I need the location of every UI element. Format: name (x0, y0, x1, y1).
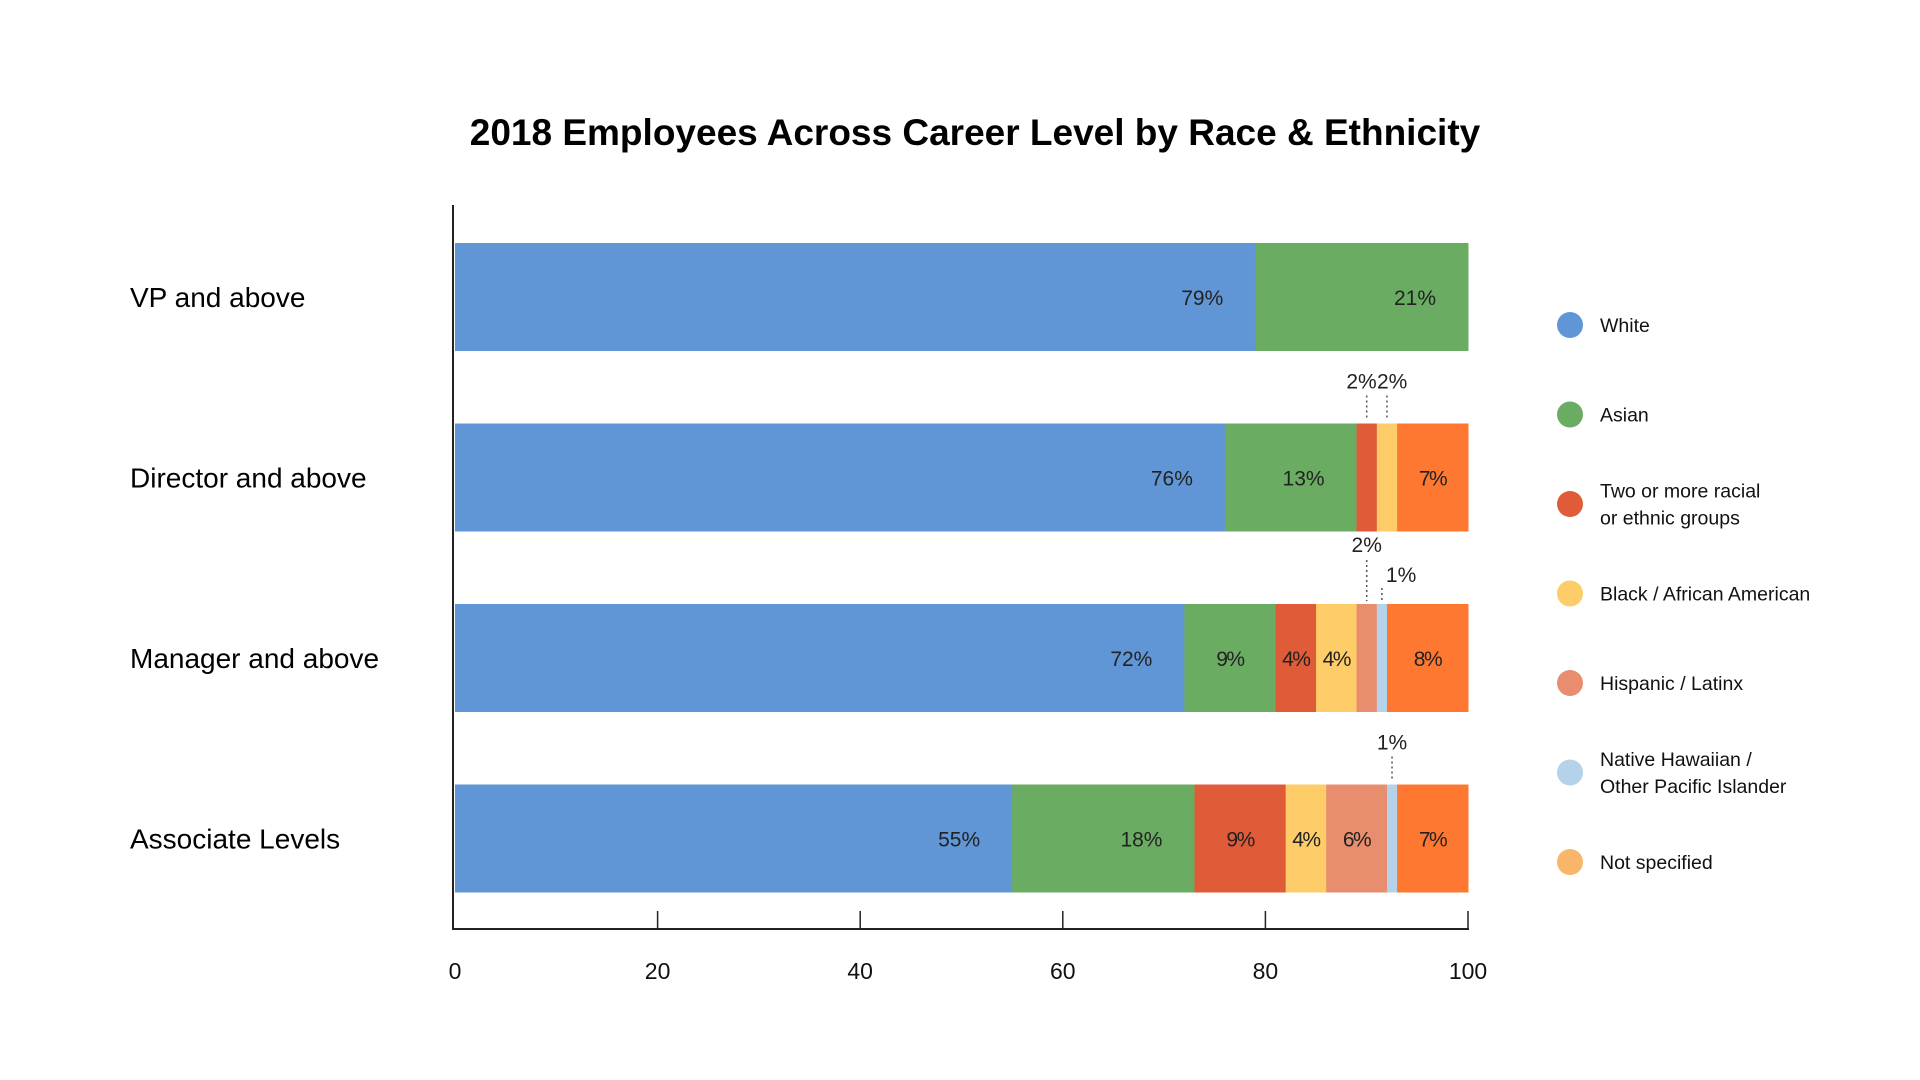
bar-segment (1012, 784, 1195, 893)
x-tick-label: 80 (1253, 958, 1279, 984)
legend-swatch-icon (1557, 759, 1583, 786)
axes: 0 20 40 60 80 100 (449, 205, 1487, 984)
legend-item: Not specified (1557, 849, 1713, 875)
bar-segment (1316, 604, 1358, 712)
category-label: Director and above (130, 463, 367, 494)
callout-label: 2% (1346, 371, 1376, 394)
bar-segment (1224, 423, 1358, 532)
bar-value-label: 4% (1323, 648, 1351, 671)
bar-value-label: 4% (1292, 829, 1320, 852)
bar-segment (1376, 423, 1398, 532)
bar-value-label: 79% (1181, 287, 1223, 310)
bar-segment (1397, 423, 1469, 532)
legend-label: Hispanic / Latinx (1600, 673, 1743, 695)
bar-segment (455, 604, 1185, 712)
category-label: Manager and above (130, 643, 379, 674)
x-tick-label: 60 (1050, 958, 1076, 984)
bar-segment (1386, 784, 1398, 893)
legend-swatch-icon (1557, 849, 1583, 875)
legend-swatch-icon (1557, 491, 1583, 517)
bar-segment (1285, 784, 1327, 893)
legend-item: Native Hawaiian / Other Pacific Islander (1557, 749, 1787, 798)
category-label: VP and above (130, 282, 305, 313)
bar-segment (1326, 784, 1388, 893)
bar-value-label: 21% (1394, 287, 1436, 310)
bar-segment (455, 423, 1226, 532)
bar-segment (1397, 784, 1469, 893)
legend-label: Black / African American (1600, 584, 1810, 606)
legend-swatch-icon (1557, 312, 1583, 338)
legend: White Asian Two or more racial or ethnic gr… (1557, 312, 1810, 875)
x-tick-label: 100 (1449, 958, 1487, 984)
category-label: Associate Levels (130, 824, 340, 855)
legend-item: Black / African American (1557, 580, 1810, 607)
bar-segment (1356, 604, 1378, 712)
legend-label: Not specified (1600, 852, 1713, 874)
legend-label: Native Hawaiian / (1600, 749, 1752, 771)
legend-swatch-icon (1557, 401, 1583, 428)
legend-label: or ethnic groups (1600, 508, 1740, 530)
legend-swatch-icon (1557, 580, 1583, 607)
bar-value-label: 76% (1151, 468, 1193, 491)
bar-value-label: 72% (1110, 648, 1152, 671)
bar-segment (1275, 604, 1317, 712)
bar-value-label: 13% (1283, 468, 1325, 491)
bar-segment (1356, 423, 1378, 532)
callout-label: 2% (1352, 534, 1382, 557)
callout-label: 1% (1377, 732, 1407, 755)
legend-item: Hispanic / Latinx (1557, 670, 1743, 696)
category-labels: VP and above Director and above Manager an… (130, 282, 379, 855)
bar-value-label: 9% (1226, 829, 1254, 852)
bar-value-label: 4% (1282, 648, 1310, 671)
bar-segment (1184, 604, 1277, 712)
bar-segment (455, 784, 1013, 893)
legend-swatch-icon (1557, 670, 1583, 696)
bar-value-label: 7% (1419, 829, 1447, 852)
legend-label: White (1600, 315, 1650, 337)
legend-label: Other Pacific Islander (1600, 776, 1787, 798)
legend-item: Asian (1557, 401, 1649, 428)
bar-segment (1255, 243, 1469, 351)
bar-value-label: 18% (1120, 829, 1162, 852)
bar-segment (1386, 604, 1469, 712)
legend-label: Asian (1600, 405, 1649, 427)
bar-segment (455, 243, 1256, 351)
bar-value-label: 7% (1419, 468, 1447, 491)
chart-title: 2018 Employees Across Career Level by Ra… (470, 112, 1481, 153)
x-tick-label: 40 (847, 958, 873, 984)
bar-segment (1376, 604, 1388, 712)
legend-item: Two or more racial or ethnic groups (1557, 481, 1760, 530)
bars-group: 79% 21% 76% 13% 7% 72% 9% 4% 4% 8% 55% 18% 9% 4% 6% 7% (455, 243, 1469, 893)
x-tick-label: 0 (449, 958, 462, 984)
legend-item: White (1557, 312, 1650, 338)
callout-label: 1% (1386, 564, 1416, 587)
x-tick-label: 20 (645, 958, 671, 984)
bar-value-label: 55% (938, 829, 980, 852)
bar-value-label: 6% (1343, 829, 1371, 852)
bar-value-label: 9% (1216, 648, 1244, 671)
legend-label: Two or more racial (1600, 481, 1760, 503)
bar-segment (1194, 784, 1287, 893)
callouts-group: 2% 2%2%1%1% (1346, 371, 1416, 782)
bar-value-label: 8% (1414, 648, 1442, 671)
callout-label: 2% (1377, 371, 1407, 394)
